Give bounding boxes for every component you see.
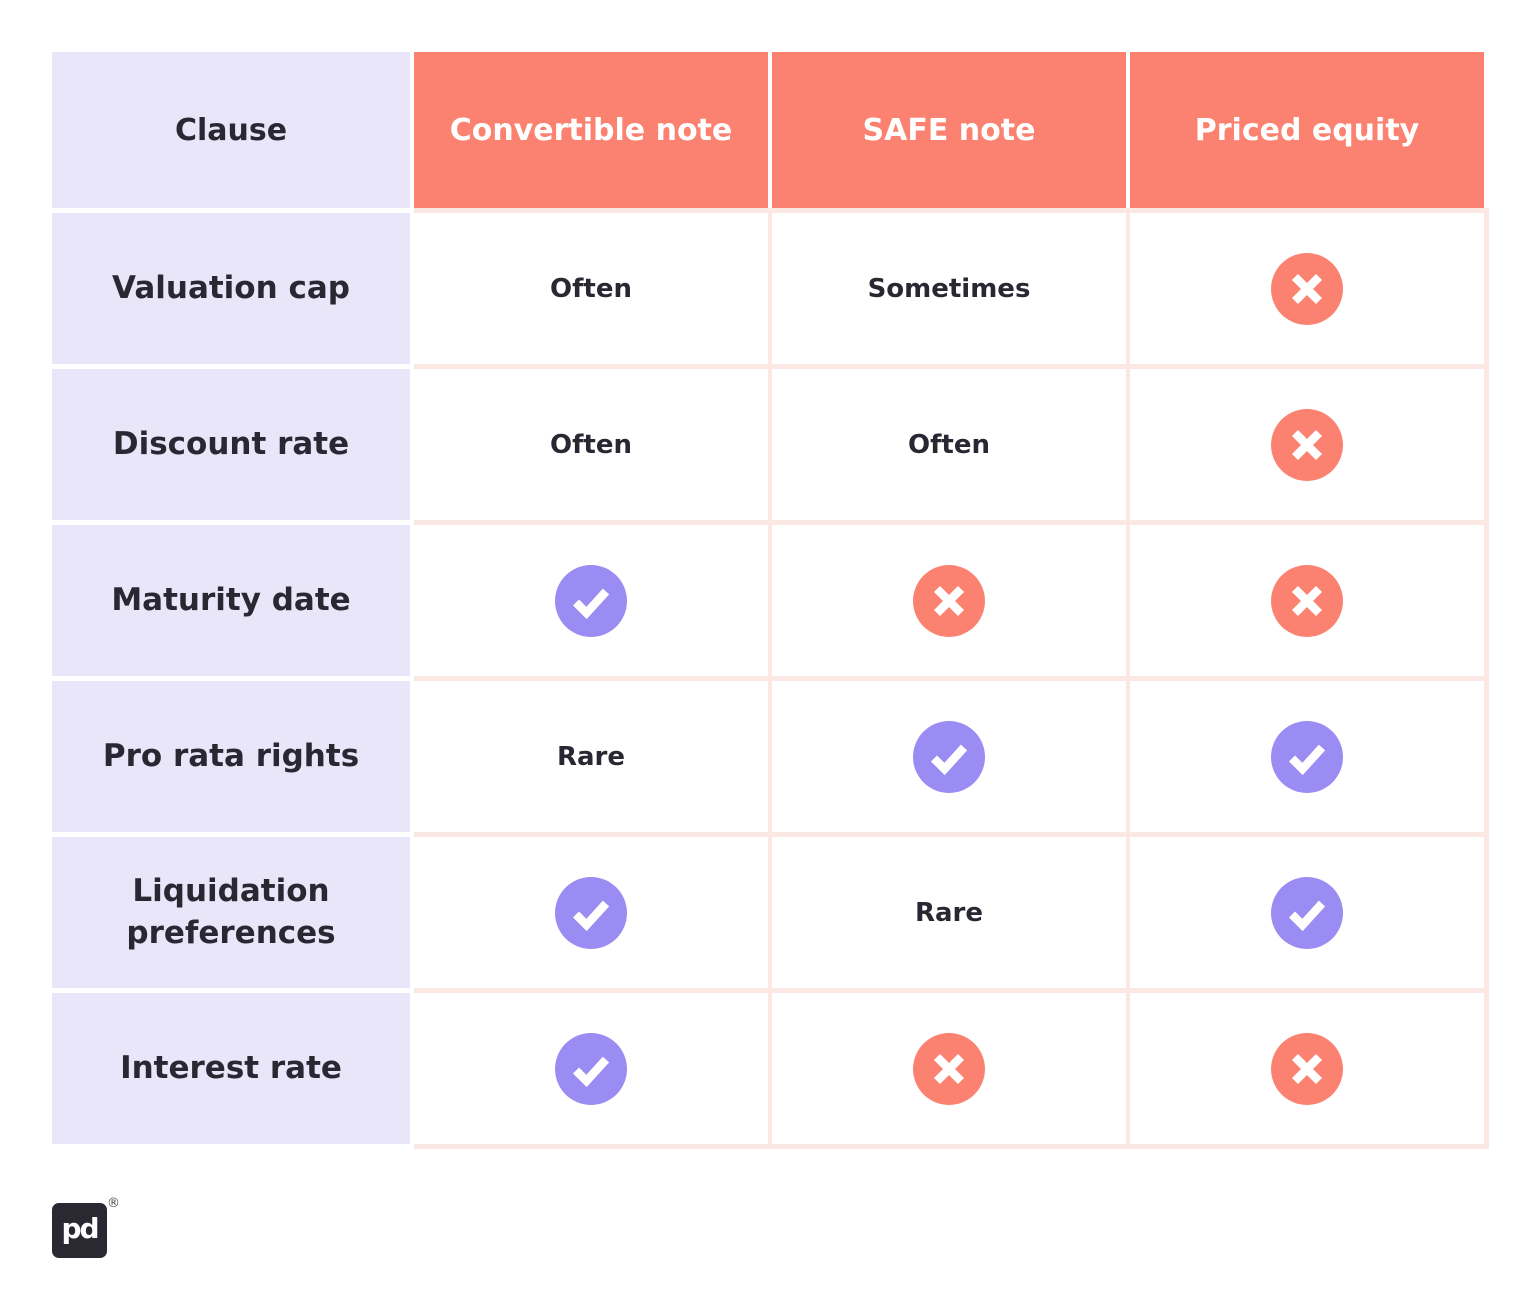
check-icon [913,720,985,793]
table-cell [1130,525,1484,676]
cross-icon [913,564,985,637]
table-cell [1130,369,1484,520]
row-label: Valuation cap [52,213,410,364]
table-cell: Sometimes [772,213,1126,364]
table-cell: Often [772,369,1126,520]
check-icon [555,876,627,949]
cell-value: Rare [914,897,984,928]
cell-value: Rare [556,741,626,772]
column-header-convertible-note: Convertible note [414,52,768,208]
row-label: Liquidation preferences [52,837,410,988]
row-label: Interest rate [52,993,410,1144]
cross-icon [1271,408,1343,481]
check-icon [1271,876,1343,949]
table-cell [772,525,1126,676]
table-cell [772,681,1126,832]
cross-icon [1271,1032,1343,1105]
column-header-label: Clause [174,112,288,148]
column-header-priced-equity: Priced equity [1130,52,1484,208]
cell-value: Often [908,429,990,460]
table-cell [414,837,768,988]
column-header-label: SAFE note [862,112,1036,148]
table-cell [1130,681,1484,832]
column-header-safe-note: SAFE note [772,52,1126,208]
table-cell: Often [414,369,768,520]
pandadoc-logo: pd ® [52,1196,120,1258]
table-cell [414,993,768,1144]
table-cell [414,525,768,676]
row-label: Maturity date [52,525,410,676]
cell-value: Sometimes [867,273,1031,304]
column-header-label: Convertible note [449,112,733,148]
check-icon [555,1032,627,1105]
row-label: Discount rate [52,369,410,520]
comparison-table: Clause Convertible note SAFE note Priced… [52,52,1489,1149]
table-cell: Often [414,213,768,364]
table-cell: Rare [772,837,1126,988]
cross-icon [1271,564,1343,637]
column-header-clause: Clause [52,52,410,208]
check-icon [1271,720,1343,793]
row-label: Pro rata rights [52,681,410,832]
cross-icon [913,1032,985,1105]
column-header-label: Priced equity [1194,112,1420,148]
registered-trademark-symbol: ® [107,1196,120,1211]
table-cell [1130,837,1484,988]
cell-value: Often [550,429,632,460]
table-cell [1130,993,1484,1144]
table-cell [1130,213,1484,364]
cross-icon [1271,252,1343,325]
table-cell [772,993,1126,1144]
table-cell: Rare [414,681,768,832]
pandadoc-logo-mark: pd [61,1211,99,1245]
data-area-background [414,208,1489,1149]
check-icon [555,564,627,637]
cell-value: Often [550,273,632,304]
